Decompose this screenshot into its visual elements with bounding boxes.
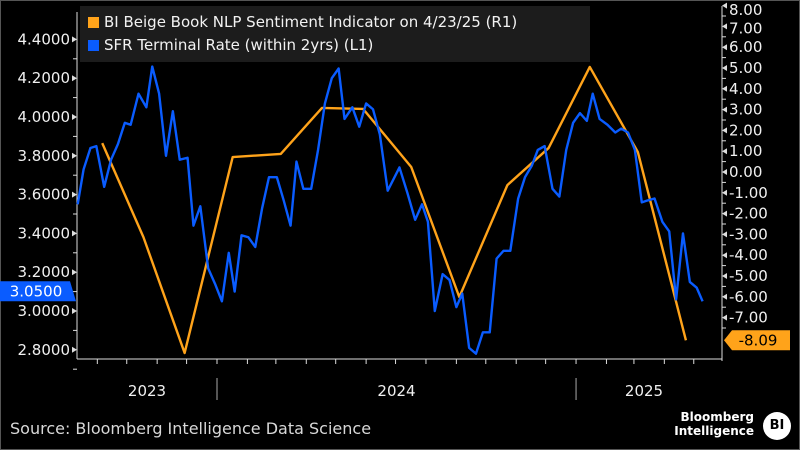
right-tick-label: 4.00	[729, 80, 762, 98]
beige-book-sentiment-line	[101, 65, 688, 355]
right-tick-label: 8.00	[729, 1, 762, 19]
x-year-label: 2025	[625, 382, 663, 400]
right-tick	[722, 293, 727, 300]
left-tick	[72, 152, 77, 159]
left-tick-label: 4.0000	[18, 108, 71, 126]
right-tick-label: 0.00	[729, 163, 762, 181]
right-tick-label: -2.00	[729, 205, 768, 223]
legend-swatch-orange	[88, 17, 99, 28]
right-tick-label: -3.00	[729, 225, 768, 243]
right-tick-label: 1.00	[729, 142, 762, 160]
right-tick	[722, 2, 727, 9]
right-tick	[722, 273, 727, 279]
right-tick-label: -7.00	[729, 309, 768, 327]
x-year-label: 2024	[377, 382, 415, 400]
left-tick	[72, 36, 77, 43]
right-tick	[722, 189, 727, 196]
right-tick	[722, 65, 727, 71]
right-tick-label: 5.00	[729, 59, 762, 77]
right-tick-label: -4.00	[729, 246, 768, 264]
sfr-terminal-rate-line	[76, 65, 704, 355]
left-tick-label: 3.8000	[18, 147, 71, 165]
left-tick	[72, 346, 77, 353]
right-tick-label: 3.00	[729, 101, 762, 119]
legend-label: BI Beige Book NLP Sentiment Indicator on…	[104, 13, 518, 31]
last-value-label-left: 3.0500	[10, 282, 63, 300]
source-note: Source: Bloomberg Intelligence Data Scie…	[10, 419, 372, 438]
left-tick	[72, 308, 77, 314]
right-tick-label: -5.00	[729, 267, 768, 285]
left-tick	[72, 75, 77, 82]
left-tick	[72, 114, 77, 120]
legend-swatch-blue	[88, 40, 99, 51]
right-tick	[722, 23, 727, 30]
left-tick	[72, 269, 77, 276]
right-tick-label: -1.00	[729, 184, 768, 202]
legend: BI Beige Book NLP Sentiment Indicator on…	[80, 6, 590, 62]
right-tick	[722, 85, 727, 92]
right-tick	[722, 127, 727, 134]
last-value-label-right: -8.09	[739, 331, 778, 349]
left-tick-label: 4.4000	[18, 30, 71, 48]
left-tick-label: 3.0000	[18, 302, 71, 320]
logo-line1: Bloomberg	[680, 410, 755, 424]
left-tick	[72, 230, 77, 237]
x-year-label: 2023	[128, 382, 166, 400]
right-tick-label: 2.00	[729, 121, 762, 139]
legend-item-beige-book[interactable]: BI Beige Book NLP Sentiment Indicator on…	[88, 13, 517, 31]
right-tick	[722, 314, 727, 321]
right-tick	[722, 231, 727, 238]
right-tick	[722, 44, 727, 51]
last-value-badge-right	[724, 330, 790, 351]
left-tick-label: 3.4000	[18, 224, 71, 242]
left-tick-label: 3.6000	[18, 186, 71, 204]
left-tick-label: 4.2000	[18, 69, 71, 87]
legend-label: SFR Terminal Rate (within 2yrs) (L1)	[104, 36, 374, 54]
right-tick-label: -6.00	[729, 288, 768, 306]
right-tick	[722, 106, 727, 113]
left-tick-label: 3.2000	[18, 263, 71, 281]
right-tick	[722, 210, 727, 217]
bloomberg-intelligence-logo: Bloomberg Intelligence	[674, 410, 754, 438]
left-tick	[72, 191, 77, 198]
right-tick-label: 6.00	[729, 38, 762, 56]
right-tick-label: 7.00	[729, 20, 762, 38]
right-tick	[722, 252, 727, 259]
legend-item-sfr[interactable]: SFR Terminal Rate (within 2yrs) (L1)	[88, 36, 373, 54]
right-tick	[722, 148, 727, 155]
left-tick-label: 2.8000	[18, 341, 71, 359]
logo-line2: Intelligence	[674, 424, 754, 438]
last-value-badge-left	[0, 281, 76, 302]
right-tick	[722, 169, 727, 175]
bi-logo-badge: BI	[763, 412, 791, 440]
